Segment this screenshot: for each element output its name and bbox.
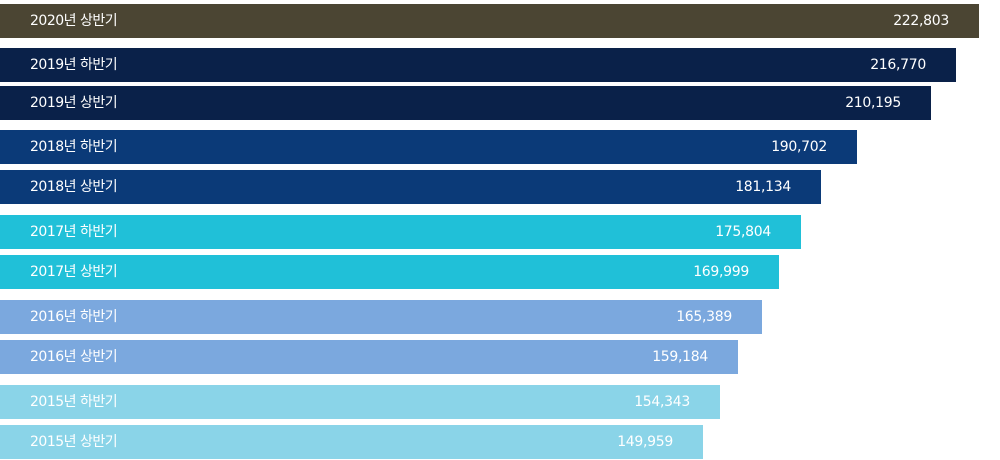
data-label: 222,803 (893, 13, 949, 29)
category-label: 2019년 상반기 (30, 95, 118, 111)
category-label: 2020년 상반기 (30, 13, 118, 29)
bar: 2015년 상반기 149,959 (0, 425, 703, 459)
bar: 2020년 상반기 222,803 (0, 4, 979, 38)
category-label: 2019년 하반기 (30, 57, 118, 73)
category-label: 2018년 상반기 (30, 179, 118, 195)
bar: 2017년 상반기 169,999 (0, 255, 779, 289)
category-label: 2015년 상반기 (30, 434, 118, 450)
bar: 2018년 상반기 181,134 (0, 170, 821, 204)
data-label: 149,959 (617, 434, 673, 450)
bar: 2019년 하반기 216,770 (0, 48, 956, 82)
data-label: 190,702 (771, 139, 827, 155)
data-label: 181,134 (735, 179, 791, 195)
data-label: 169,999 (693, 264, 749, 280)
data-label: 159,184 (652, 349, 708, 365)
data-label: 210,195 (845, 95, 901, 111)
category-label: 2015년 하반기 (30, 394, 118, 410)
bar: 2016년 하반기 165,389 (0, 300, 762, 334)
bar: 2015년 하반기 154,343 (0, 385, 720, 419)
data-label: 154,343 (634, 394, 690, 410)
category-label: 2016년 상반기 (30, 349, 118, 365)
bar: 2019년 상반기 210,195 (0, 86, 931, 120)
data-label: 175,804 (715, 224, 771, 240)
category-label: 2017년 하반기 (30, 224, 118, 240)
category-label: 2017년 상반기 (30, 264, 118, 280)
category-label: 2018년 하반기 (30, 139, 118, 155)
bar: 2016년 상반기 159,184 (0, 340, 738, 374)
bar: 2017년 하반기 175,804 (0, 215, 801, 249)
data-label: 216,770 (870, 57, 926, 73)
bar: 2018년 하반기 190,702 (0, 130, 857, 164)
data-label: 165,389 (676, 309, 732, 325)
category-label: 2016년 하반기 (30, 309, 118, 325)
